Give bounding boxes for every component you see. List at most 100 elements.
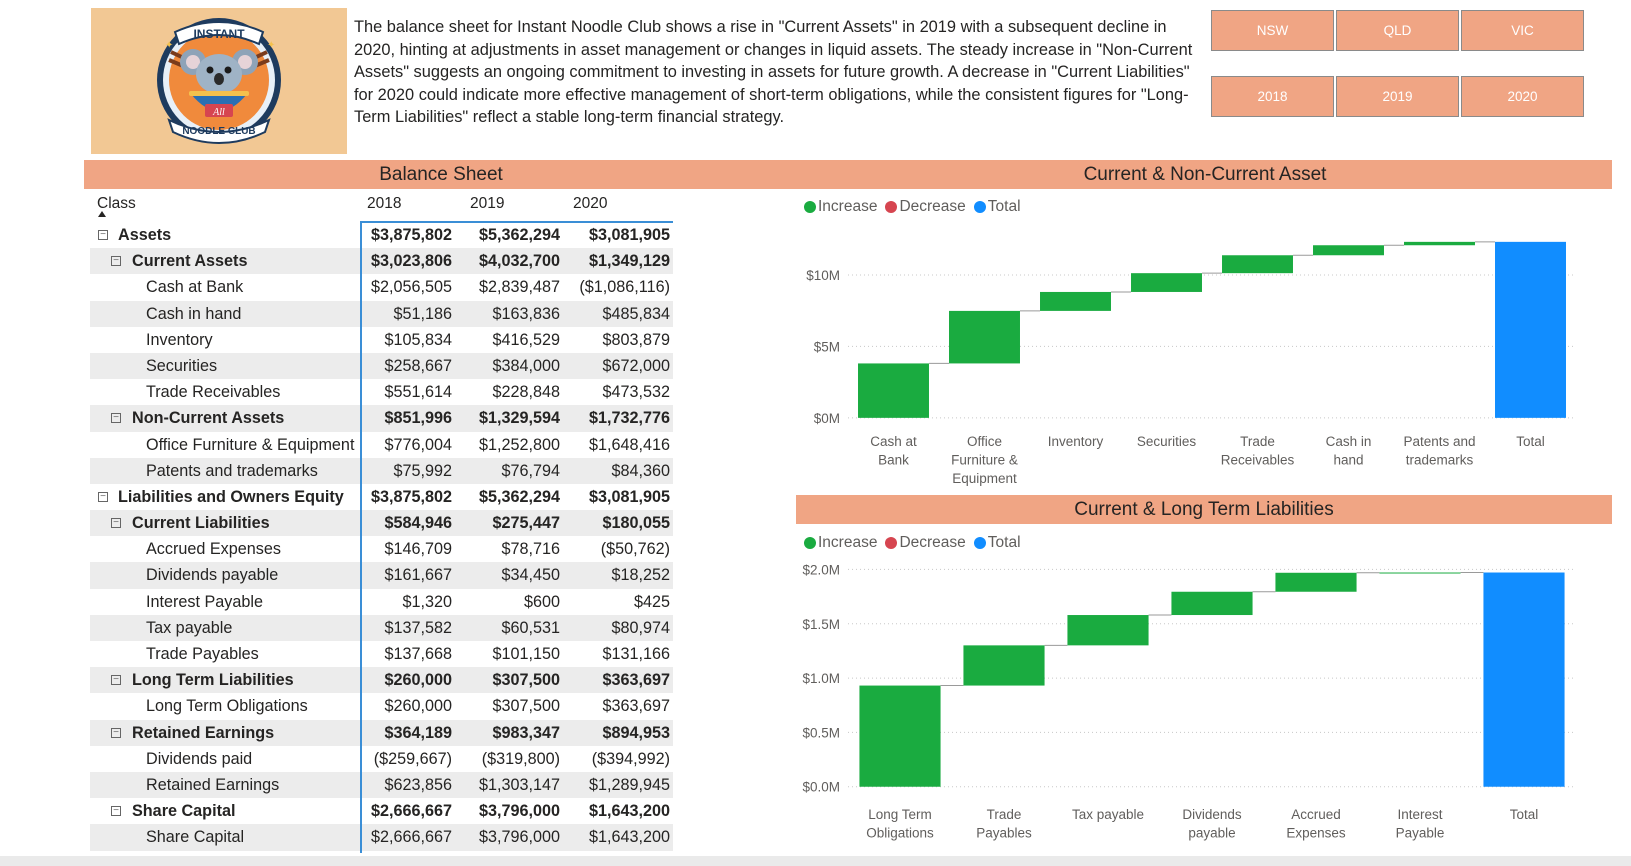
decrease-dot-icon xyxy=(885,201,898,213)
legend-decrease[interactable]: Decrease xyxy=(885,534,966,552)
bottom-scrollbar[interactable] xyxy=(0,856,1631,866)
x-category-label: Cash in xyxy=(1326,434,1372,449)
cell-2020: $131,166 xyxy=(602,645,670,663)
cell-2020: $894,953 xyxy=(602,723,670,742)
cell-2019: $275,447 xyxy=(492,514,560,533)
cell-2018: ($259,667) xyxy=(373,749,452,768)
legend-increase[interactable]: Increase xyxy=(804,534,877,552)
sort-ascending-icon[interactable] xyxy=(98,211,106,217)
cell-2018: $75,992 xyxy=(393,461,452,480)
table-row: Cash in hand $51,186 $163,836 $485,834 xyxy=(90,300,673,327)
table-row: − Retained Earnings $364,189 $983,347 $894,9… xyxy=(90,719,673,746)
slicer-state-nsw[interactable]: NSW xyxy=(1211,10,1334,51)
column-header-2019[interactable]: 2019 xyxy=(470,195,505,212)
cell-2019: $600 xyxy=(523,592,560,611)
bar-1 xyxy=(949,310,1020,364)
column-header-2018[interactable]: 2018 xyxy=(367,195,402,212)
cell-2020: ($1,086,116) xyxy=(579,278,670,297)
collapse-icon[interactable]: − xyxy=(111,256,121,267)
cell-2019: $2,839,487 xyxy=(478,278,560,297)
table-row: − Long Term Liabilities $260,000 $307,500 $3… xyxy=(90,667,673,694)
collapse-icon[interactable]: − xyxy=(98,230,108,240)
table-row: Trade Receivables $551,614 $228,848 $473,53… xyxy=(90,379,673,405)
cell-2019: $416,529 xyxy=(492,330,560,349)
total-dot-icon xyxy=(973,537,986,549)
slicer-state-vic[interactable]: VIC xyxy=(1461,10,1584,51)
x-category-label: payable xyxy=(1188,826,1235,841)
row-label: Tax payable xyxy=(146,618,233,637)
increase-dot-icon xyxy=(804,537,816,549)
collapse-icon[interactable]: − xyxy=(111,518,121,529)
table-row: − Current Liabilities $584,946 $275,447 $180… xyxy=(90,510,673,537)
cell-2018: $3,875,802 xyxy=(370,226,452,244)
asset-waterfall-chart: $0M $5M $10M Cash at Bank Office Furniture & Eq… xyxy=(806,241,1576,486)
x-category-label: Dividends xyxy=(1182,807,1242,822)
x-category-label: Cash at xyxy=(870,434,917,449)
cell-2020: $18,252 xyxy=(611,566,670,585)
cell-2020: $84,360 xyxy=(611,461,670,480)
asset-chart-title: Current & Non-Current Asset xyxy=(798,160,1612,189)
table-row: Trade Payables $137,668 $101,150 $131,166 xyxy=(90,641,673,667)
slicer-year-2019[interactable]: 2019 xyxy=(1336,76,1459,117)
cell-2019: $1,303,147 xyxy=(478,775,560,794)
slicer-year-2018[interactable]: 2018 xyxy=(1211,76,1334,117)
cell-2018: $260,000 xyxy=(384,671,452,690)
row-label: Cash in hand xyxy=(146,304,242,323)
legend-total-label: Total xyxy=(987,198,1021,215)
slicer-state-qld[interactable]: QLD xyxy=(1336,10,1459,51)
row-label: Current Liabilities xyxy=(132,514,270,533)
table-row: Dividends paid ($259,667) ($319,800) ($394,… xyxy=(90,746,673,772)
slicer-year-2020[interactable]: 2020 xyxy=(1461,76,1584,117)
summary-text: The balance sheet for Instant Noodle Clu… xyxy=(354,18,1193,126)
legend-total[interactable]: Total xyxy=(973,534,1021,552)
collapse-icon[interactable]: − xyxy=(111,806,121,817)
y-tick-label: $1.0M xyxy=(802,671,840,686)
row-label: Long Term Liabilities xyxy=(132,671,294,690)
row-label: Non-Current Assets xyxy=(132,409,285,428)
table-row: Office Furniture & Equipment $776,004 $1,2… xyxy=(90,432,673,458)
svg-text:All: All xyxy=(212,107,225,118)
cell-2018: $2,056,505 xyxy=(370,278,452,297)
cell-2020: $1,643,200 xyxy=(588,802,670,821)
cell-2020: $1,648,416 xyxy=(588,435,670,454)
bar-6 xyxy=(1483,572,1565,787)
collapse-icon[interactable]: − xyxy=(111,413,121,424)
bar-0 xyxy=(858,363,929,418)
cell-2018: $584,946 xyxy=(384,514,452,533)
row-label: Share Capital xyxy=(132,802,236,821)
cell-2018: $364,189 xyxy=(384,723,452,742)
legend-decrease[interactable]: Decrease xyxy=(885,198,966,216)
cell-2020: $80,974 xyxy=(611,618,670,637)
x-category-label: Trade xyxy=(987,807,1022,822)
x-category-label: Inventory xyxy=(1048,434,1104,449)
cell-2019: $78,716 xyxy=(501,540,560,559)
cell-2019: $5,362,294 xyxy=(478,226,560,244)
bar-6 xyxy=(1404,241,1475,246)
legend-total[interactable]: Total xyxy=(973,198,1021,216)
cell-2020: $363,697 xyxy=(602,697,670,716)
cell-2020: ($50,762) xyxy=(600,540,670,559)
cell-2018: $623,856 xyxy=(384,775,452,794)
table-row: Inventory $105,834 $416,529 $803,879 xyxy=(90,327,673,353)
bar-7 xyxy=(1495,241,1566,418)
cell-2018: $51,186 xyxy=(393,304,452,323)
balance-sheet-matrix: Class 2018 2019 2020 − Assets $3,875,802 $5… xyxy=(90,190,673,853)
x-category-label: Payables xyxy=(976,826,1032,841)
column-header-class[interactable]: Class xyxy=(97,195,136,212)
asset-chart-legend: Increase Decrease Total xyxy=(804,198,1024,216)
bar-5 xyxy=(1313,245,1384,256)
cell-2020: $803,879 xyxy=(602,330,670,349)
table-row: − Non-Current Assets $851,996 $1,329,594 $1,… xyxy=(90,405,673,432)
matrix-body: − Assets $3,875,802 $5,362,294 $3,081,905− Cu… xyxy=(90,222,673,851)
legend-increase[interactable]: Increase xyxy=(804,198,877,216)
column-header-2020[interactable]: 2020 xyxy=(573,195,608,212)
cell-2020: $363,697 xyxy=(602,671,670,690)
y-tick-label: $0.0M xyxy=(802,780,840,795)
liability-chart-title: Current & Long Term Liabilities xyxy=(796,495,1612,524)
collapse-icon[interactable]: − xyxy=(98,491,108,502)
collapse-icon[interactable]: − xyxy=(111,675,121,686)
collapse-icon[interactable]: − xyxy=(111,727,121,738)
cell-2019: $5,362,294 xyxy=(478,487,560,506)
legend-total-label: Total xyxy=(987,534,1021,551)
cell-2019: $228,848 xyxy=(492,383,560,402)
